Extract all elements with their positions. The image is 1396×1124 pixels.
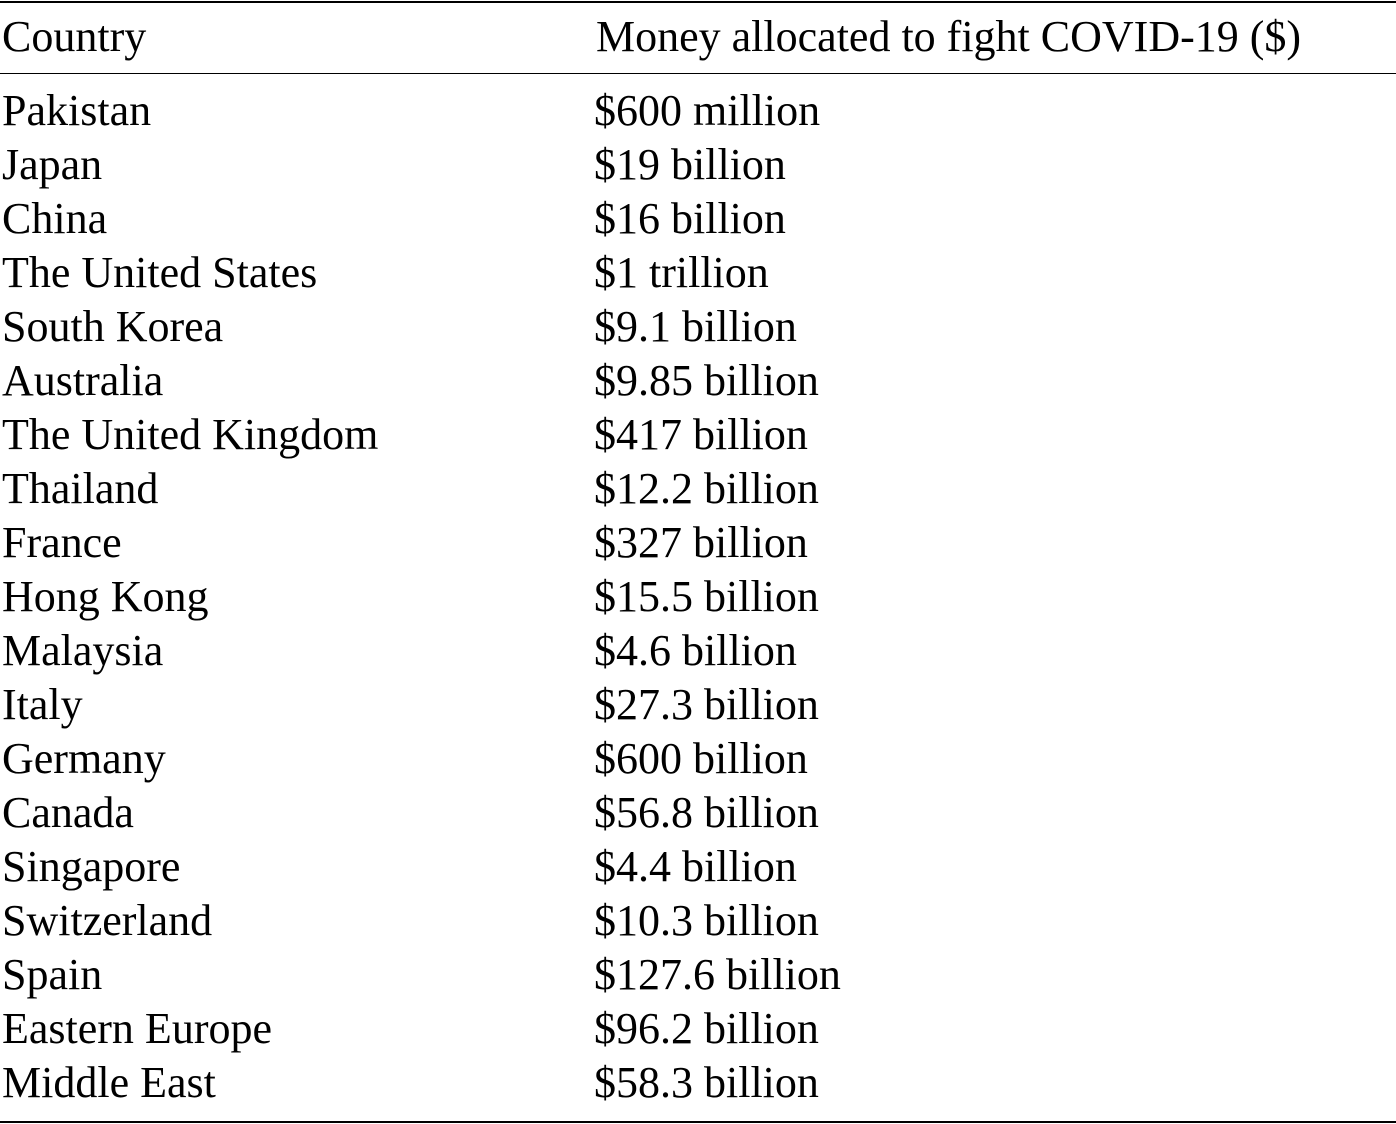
money-cell: $10.3 billion <box>594 896 819 945</box>
table-row: France $327 billion <box>0 516 1396 570</box>
column-header-money: Money allocated to fight COVID-19 ($) <box>596 12 1302 61</box>
country-cell: Japan <box>2 140 103 189</box>
table-row: Pakistan $600 million <box>0 84 1396 138</box>
country-cell: Switzerland <box>2 896 213 945</box>
country-cell: Middle East <box>2 1058 216 1107</box>
table-row: Italy $27.3 billion <box>0 678 1396 732</box>
country-cell: Hong Kong <box>2 572 209 621</box>
money-cell: $4.4 billion <box>594 842 797 891</box>
country-cell: Canada <box>2 788 134 837</box>
country-cell: Pakistan <box>2 86 152 135</box>
table-row: Australia $9.85 billion <box>0 354 1396 408</box>
country-cell: South Korea <box>2 302 224 351</box>
table-top-rule <box>0 1 1396 3</box>
money-cell: $327 billion <box>594 518 808 567</box>
table-row: China $16 billion <box>0 192 1396 246</box>
table-row: Switzerland $10.3 billion <box>0 894 1396 948</box>
table-body: Pakistan $600 million Japan $19 billion Ch… <box>0 84 1396 1110</box>
money-cell: $417 billion <box>594 410 808 459</box>
country-cell: Thailand <box>2 464 159 513</box>
money-cell: $56.8 billion <box>594 788 819 837</box>
table-row: Japan $19 billion <box>0 138 1396 192</box>
table-header-row: Country Money allocated to fight COVID-1… <box>0 10 1396 64</box>
table-header-rule <box>0 73 1396 74</box>
table-row: Middle East $58.3 billion <box>0 1056 1396 1110</box>
table-row: Eastern Europe $96.2 billion <box>0 1002 1396 1056</box>
country-cell: The United States <box>2 248 318 297</box>
country-cell: Malaysia <box>2 626 164 675</box>
money-cell: $1 trillion <box>594 248 769 297</box>
column-header-country: Country <box>2 12 147 61</box>
table-row: South Korea $9.1 billion <box>0 300 1396 354</box>
money-cell: $600 billion <box>594 734 808 783</box>
money-cell: $9.85 billion <box>594 356 819 405</box>
money-cell: $58.3 billion <box>594 1058 819 1107</box>
country-cell: Australia <box>2 356 164 405</box>
table-row: Germany $600 billion <box>0 732 1396 786</box>
country-cell: Eastern Europe <box>2 1004 272 1053</box>
money-cell: $16 billion <box>594 194 786 243</box>
money-cell: $12.2 billion <box>594 464 819 513</box>
table-row: Singapore $4.4 billion <box>0 840 1396 894</box>
money-cell: $96.2 billion <box>594 1004 819 1053</box>
table-row: Hong Kong $15.5 billion <box>0 570 1396 624</box>
table-row: Thailand $12.2 billion <box>0 462 1396 516</box>
country-cell: Italy <box>2 680 83 729</box>
money-cell: $4.6 billion <box>594 626 797 675</box>
money-cell: $127.6 billion <box>594 950 841 999</box>
country-cell: Germany <box>2 734 166 783</box>
money-cell: $15.5 billion <box>594 572 819 621</box>
country-cell: China <box>2 194 108 243</box>
money-cell: $27.3 billion <box>594 680 819 729</box>
country-cell: Spain <box>2 950 103 999</box>
money-cell: $600 million <box>594 86 821 135</box>
table-row: Spain $127.6 billion <box>0 948 1396 1002</box>
country-cell: Singapore <box>2 842 181 891</box>
table-row: The United States $1 trillion <box>0 246 1396 300</box>
table-row: Canada $56.8 billion <box>0 786 1396 840</box>
country-cell: France <box>2 518 122 567</box>
country-cell: The United Kingdom <box>2 410 379 459</box>
table-row: Malaysia $4.6 billion <box>0 624 1396 678</box>
money-cell: $19 billion <box>594 140 786 189</box>
table-bottom-rule <box>0 1121 1396 1123</box>
table-row: The United Kingdom $417 billion <box>0 408 1396 462</box>
money-cell: $9.1 billion <box>594 302 797 351</box>
